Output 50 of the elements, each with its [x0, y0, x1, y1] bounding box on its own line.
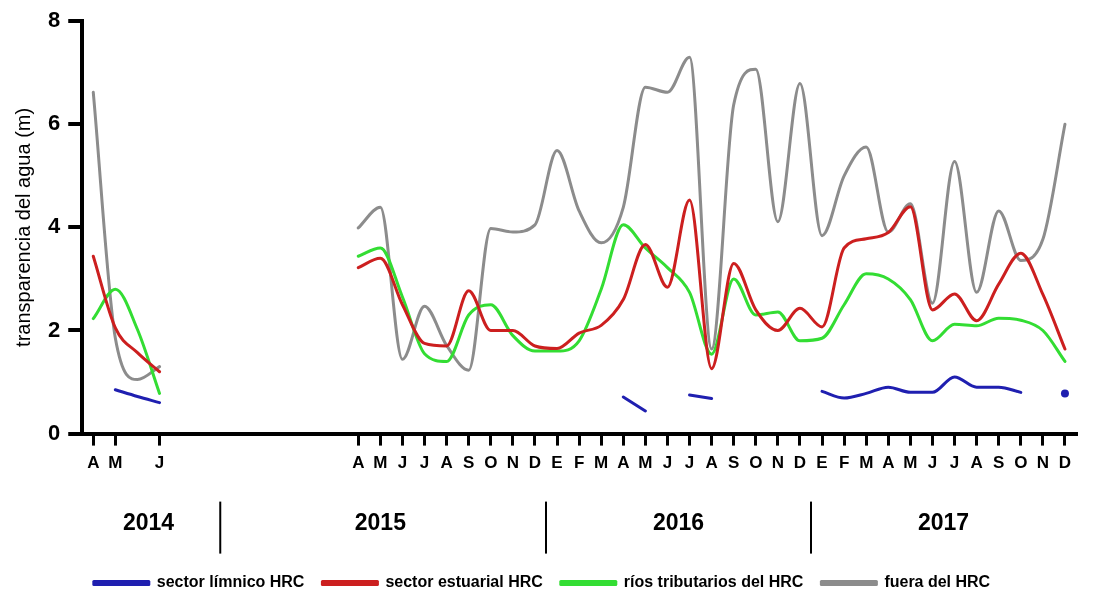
- y-tick-label: 0: [47, 419, 61, 445]
- x-tick-label: S: [993, 453, 1005, 473]
- x-tick-label: A: [440, 453, 453, 473]
- x-tick-label: D: [793, 453, 807, 473]
- x-tick-label: O: [1014, 453, 1028, 473]
- x-tick-label: A: [352, 453, 365, 473]
- x-tick-label: J: [949, 453, 960, 473]
- x-tick-label: O: [484, 453, 498, 473]
- text: 2017: [917, 508, 970, 535]
- y-tick-label: 4: [47, 213, 61, 239]
- x-tick-label: N: [506, 453, 520, 473]
- legend-label: sector estuarial HRC: [385, 573, 544, 591]
- text: 2014: [122, 508, 175, 535]
- x-tick-label: J: [397, 453, 408, 473]
- x-tick-label: N: [1036, 453, 1050, 473]
- x-tick-label: E: [816, 453, 828, 473]
- legend-label: ríos tributarios del HRC: [623, 573, 804, 591]
- x-tick-label: S: [728, 453, 740, 473]
- x-tick-label: F: [838, 453, 850, 473]
- x-tick-label: A: [87, 453, 100, 473]
- x-tick-label: F: [573, 453, 585, 473]
- x-tick-label: J: [927, 453, 938, 473]
- x-tick-label: E: [551, 453, 563, 473]
- x-tick-label: A: [617, 453, 630, 473]
- x-tick-label: J: [662, 453, 673, 473]
- y-tick-label: 2: [47, 316, 61, 342]
- x-tick-label: M: [903, 453, 918, 473]
- legend-label: sector límnico HRC: [156, 573, 305, 591]
- x-tick-label: J: [684, 453, 695, 473]
- x-tick-label: A: [970, 453, 983, 473]
- x-tick-label: M: [859, 453, 874, 473]
- x-tick-label: A: [705, 453, 718, 473]
- x-tick-label: O: [749, 453, 763, 473]
- x-tick-label: S: [463, 453, 475, 473]
- x-tick-label: J: [154, 453, 165, 473]
- x-tick-label: M: [638, 453, 653, 473]
- text: 2016: [652, 508, 705, 535]
- y-axis-title: transparencia del agua (m): [11, 107, 34, 347]
- text: 2015: [354, 508, 407, 535]
- x-tick-label: M: [594, 453, 609, 473]
- x-tick-label: M: [108, 453, 123, 473]
- y-tick-label: 8: [47, 7, 61, 33]
- x-tick-label: A: [882, 453, 895, 473]
- x-tick-label: D: [528, 453, 542, 473]
- x-tick-label: N: [771, 453, 785, 473]
- x-tick-label: J: [419, 453, 430, 473]
- x-tick-label: D: [1058, 453, 1072, 473]
- y-tick-label: 6: [47, 110, 61, 136]
- x-tick-label: M: [373, 453, 388, 473]
- legend-label: fuera del HRC: [884, 573, 991, 591]
